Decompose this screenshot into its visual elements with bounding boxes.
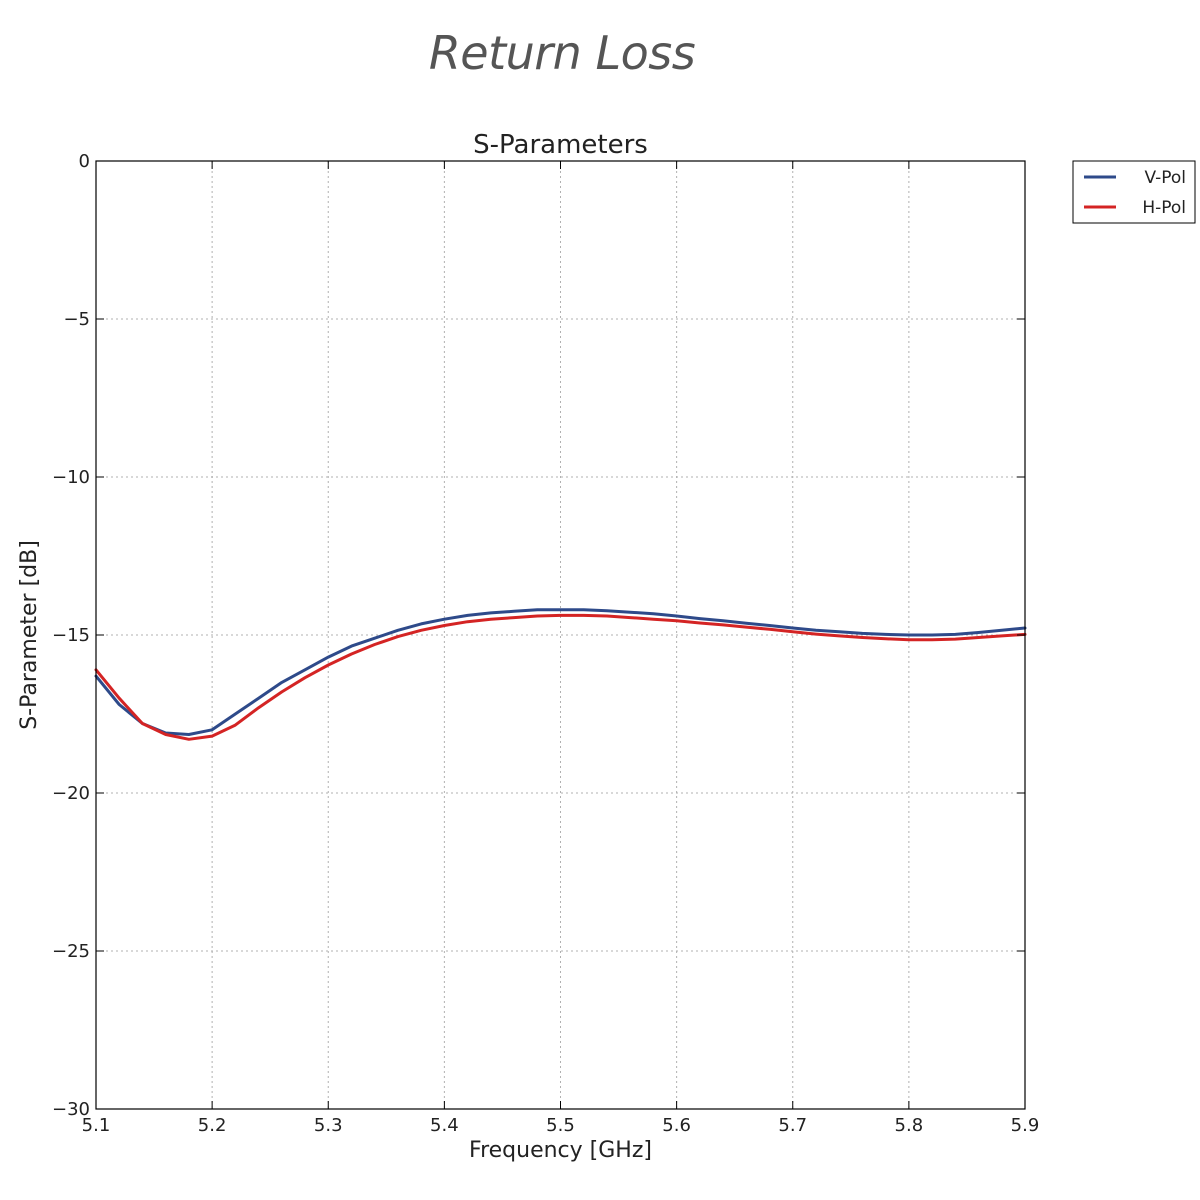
x-axis-label: Frequency [GHz] xyxy=(469,1138,652,1163)
y-tick-label: −30 xyxy=(52,1099,90,1120)
y-tick-label: −25 xyxy=(52,941,90,962)
tick-layer: 5.1 5.2 5.3 5.4 5.5 5.6 5.7 5.8 5.9 0 −5 −10 −15 −20 −… xyxy=(52,151,1039,1136)
chart-title: S-Parameters xyxy=(473,130,648,160)
series-line-v-pol xyxy=(94,608,1027,736)
x-tick-label: 5.6 xyxy=(662,1115,691,1136)
x-tick-label: 5.3 xyxy=(314,1115,343,1136)
y-axis-label: S-Parameter [dB] xyxy=(17,540,42,730)
legend-box xyxy=(1072,160,1196,224)
x-tick-label: 5.7 xyxy=(778,1115,807,1136)
x-tick-label: 5.4 xyxy=(430,1115,459,1136)
x-tick-label: 5.8 xyxy=(895,1115,924,1136)
y-tick-label: 0 xyxy=(79,151,90,172)
series-layer xyxy=(94,608,1027,741)
y-tick-label: −5 xyxy=(63,309,90,330)
y-tick-label: −15 xyxy=(52,625,90,646)
legend-label: V-Pol xyxy=(1144,168,1186,188)
y-tick-label: −20 xyxy=(52,783,90,804)
x-tick-label: 5.9 xyxy=(1011,1115,1040,1136)
x-tick-label: 5.5 xyxy=(546,1115,575,1136)
x-tick-label: 5.2 xyxy=(198,1115,227,1136)
page-heading: Return Loss xyxy=(428,26,696,80)
legend-label: H-Pol xyxy=(1142,198,1186,218)
series-line-h-pol xyxy=(94,613,1027,741)
x-tick-label: 5.1 xyxy=(82,1115,111,1136)
legend: V-Pol H-Pol xyxy=(1072,160,1196,224)
y-tick-label: −10 xyxy=(52,467,90,488)
